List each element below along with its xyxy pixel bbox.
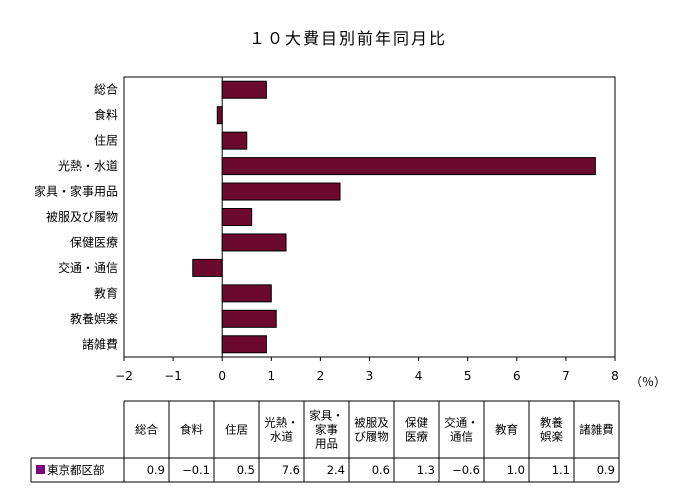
table-header-cell: 家具・ bbox=[309, 409, 344, 423]
bar bbox=[221, 131, 248, 150]
table-value-cell: 1.0 bbox=[507, 463, 525, 477]
table-header-cell: 住居 bbox=[225, 423, 248, 437]
x-tick-label: 6 bbox=[513, 369, 521, 383]
category-label: 被服及び履物 bbox=[46, 210, 118, 224]
x-tick-label: −2 bbox=[115, 369, 133, 383]
table-header-cell: 用品 bbox=[315, 437, 338, 451]
table-value-cell: 1.1 bbox=[552, 463, 570, 477]
bar bbox=[221, 233, 287, 252]
category-label: 交通・通信 bbox=[58, 260, 118, 275]
table-header-cell: 教育 bbox=[495, 423, 518, 437]
table-value-cell: −0.6 bbox=[452, 463, 480, 477]
data-table: 総合 食料 住居 光熱・水道 家具・家事用品 被服及び履物 保健医療 交通・通信 教育 教養娯楽 諸… bbox=[30, 400, 620, 483]
table-value-cell: 0.5 bbox=[237, 463, 255, 477]
bar bbox=[221, 80, 267, 99]
bar bbox=[221, 182, 341, 201]
bar bbox=[221, 284, 272, 303]
category-label: 教養娯楽 bbox=[70, 311, 118, 326]
x-tick-label: 1 bbox=[267, 369, 275, 383]
x-tick-label: 4 bbox=[415, 369, 423, 383]
category-label: 教育 bbox=[94, 285, 118, 300]
table-value-cell: 2.4 bbox=[327, 463, 345, 477]
table-header-cell: 被服及 bbox=[354, 416, 389, 430]
table-header-cell: 教養 bbox=[540, 416, 563, 430]
table-header-cell: 諸雑費 bbox=[579, 423, 614, 437]
x-tick-label: 0 bbox=[218, 369, 226, 383]
table-header-cell: 総合 bbox=[135, 423, 158, 437]
x-axis-ticks: −2 −1 0 1 2 3 4 5 6 7 8 bbox=[115, 357, 619, 383]
table-header-cell: 家事 bbox=[315, 423, 338, 437]
category-label: 光熱・水道 bbox=[58, 159, 118, 173]
bar bbox=[221, 208, 253, 226]
table-header-cell: 娯楽 bbox=[540, 430, 563, 444]
table-header-cell: 水道 bbox=[270, 430, 293, 444]
x-tick-label: 2 bbox=[317, 369, 325, 383]
table-value-cell: 0.9 bbox=[597, 463, 615, 477]
category-label: 諸雑費 bbox=[82, 336, 118, 351]
plot-area bbox=[123, 76, 616, 358]
legend-marker bbox=[36, 465, 45, 474]
x-tick-label: 8 bbox=[611, 369, 619, 383]
table-header-cell: 保健 bbox=[405, 416, 428, 430]
category-label: 総合 bbox=[94, 82, 118, 97]
table-header-cell: 通信 bbox=[450, 430, 473, 444]
table-header-cell: 交通・ bbox=[444, 416, 479, 430]
table-value-cell: 0.9 bbox=[147, 463, 165, 477]
chart-title: １０大費目別前年同月比 bbox=[249, 29, 447, 48]
bar-group bbox=[192, 80, 596, 354]
bar bbox=[192, 258, 223, 277]
bar bbox=[221, 157, 596, 176]
table-value-cell: 7.6 bbox=[282, 463, 300, 477]
table-header-cell: び履物 bbox=[354, 430, 389, 444]
bar bbox=[221, 309, 277, 328]
x-tick-label: −1 bbox=[164, 369, 182, 383]
category-label: 住居 bbox=[94, 134, 118, 148]
category-label: 家具・家事用品 bbox=[34, 184, 118, 199]
table-header-cell: 医療 bbox=[405, 430, 428, 444]
table-value-cell: −0.1 bbox=[182, 463, 210, 477]
category-label: 食料 bbox=[94, 107, 118, 122]
bar bbox=[221, 335, 267, 354]
table-header-cell: 光熱・ bbox=[264, 416, 299, 430]
category-labels: 総合食料住居光熱・水道家具・家事用品被服及び履物保健医療交通・通信教育教養娯楽諸… bbox=[34, 82, 118, 352]
table-value-cell: 1.3 bbox=[417, 463, 435, 477]
category-label: 保健医療 bbox=[70, 235, 118, 249]
x-tick-label: 5 bbox=[464, 369, 472, 383]
x-axis-unit-label: （％） bbox=[630, 375, 666, 389]
bar bbox=[216, 106, 223, 125]
x-tick-label: 3 bbox=[366, 369, 374, 383]
x-tick-label: 7 bbox=[562, 369, 570, 383]
table-value-cell: 0.6 bbox=[372, 463, 390, 477]
table-header-cell: 食料 bbox=[180, 423, 203, 437]
legend-series-name: 東京都区部 bbox=[47, 463, 105, 477]
